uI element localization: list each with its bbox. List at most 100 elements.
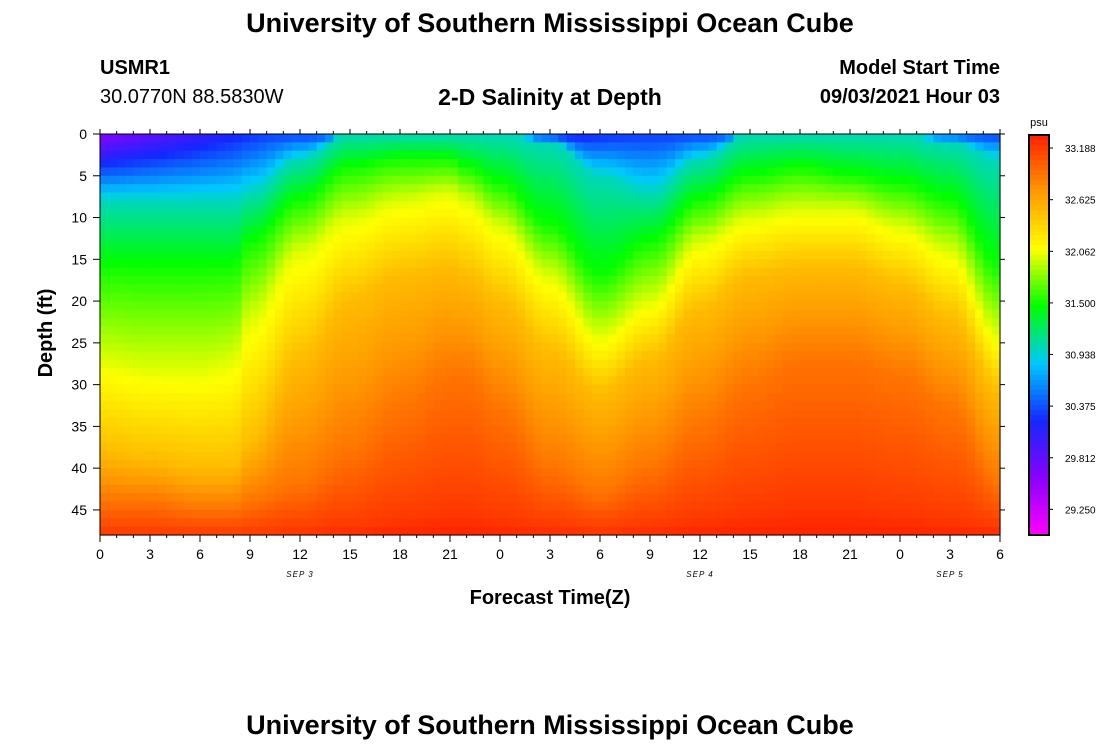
salinity-cell	[791, 259, 801, 269]
salinity-cell	[683, 192, 693, 202]
salinity-cell	[733, 301, 743, 311]
salinity-cell	[308, 351, 318, 361]
salinity-cell	[616, 384, 626, 394]
salinity-cell	[391, 359, 401, 369]
salinity-cell	[891, 342, 901, 352]
salinity-cell	[575, 392, 584, 402]
salinity-cell	[100, 418, 109, 427]
salinity-cell	[816, 150, 826, 160]
salinity-cell	[616, 134, 626, 143]
salinity-cell	[900, 459, 909, 469]
salinity-cell	[725, 192, 734, 202]
salinity-cell	[366, 276, 376, 285]
salinity-cell	[183, 301, 193, 311]
salinity-cell	[183, 317, 193, 327]
salinity-cell	[875, 509, 884, 519]
salinity-cell	[416, 359, 426, 369]
salinity-cell	[533, 225, 543, 235]
salinity-cell	[641, 234, 651, 244]
salinity-cell	[841, 342, 851, 352]
salinity-cell	[633, 292, 643, 302]
salinity-cell	[500, 200, 509, 210]
salinity-cell	[858, 309, 868, 319]
salinity-cell	[133, 351, 143, 361]
salinity-cell	[583, 493, 593, 503]
salinity-cell	[216, 384, 226, 394]
salinity-cell	[633, 301, 643, 311]
salinity-cell	[208, 276, 218, 285]
salinity-cell	[791, 451, 801, 461]
salinity-cell	[633, 142, 643, 152]
salinity-cell	[458, 459, 468, 469]
salinity-cell	[383, 426, 393, 436]
salinity-cell	[866, 292, 876, 302]
salinity-cell	[108, 184, 118, 194]
salinity-cell	[500, 451, 509, 461]
salinity-cell	[450, 409, 459, 419]
salinity-cell	[258, 334, 268, 344]
salinity-cell	[783, 292, 793, 302]
salinity-cell	[908, 292, 918, 302]
salinity-cell	[508, 526, 518, 536]
salinity-cell	[566, 184, 576, 194]
salinity-cell	[616, 459, 626, 469]
salinity-cell	[600, 409, 609, 419]
salinity-cell	[683, 250, 693, 260]
salinity-cell	[533, 493, 543, 503]
salinity-cell	[241, 200, 251, 210]
salinity-cell	[533, 434, 543, 444]
salinity-cell	[225, 250, 234, 260]
salinity-cell	[483, 501, 493, 511]
salinity-cell	[450, 134, 459, 143]
salinity-cell	[858, 409, 868, 419]
salinity-cell	[308, 167, 318, 177]
salinity-cell	[450, 234, 459, 244]
salinity-cell	[666, 384, 676, 394]
salinity-cell	[641, 267, 651, 277]
salinity-cell	[375, 142, 384, 152]
salinity-cell	[100, 209, 109, 219]
salinity-cell	[741, 409, 751, 419]
salinity-cell	[916, 292, 926, 302]
salinity-cell	[458, 526, 468, 536]
salinity-cell	[750, 526, 759, 536]
salinity-cell	[125, 443, 134, 453]
salinity-cell	[933, 192, 943, 202]
salinity-cell	[783, 443, 793, 453]
salinity-cell	[350, 317, 359, 327]
salinity-cell	[300, 342, 309, 352]
salinity-cell	[941, 184, 951, 194]
salinity-cell	[950, 401, 959, 411]
salinity-cell	[233, 342, 243, 352]
salinity-cell	[333, 167, 343, 177]
salinity-cell	[483, 184, 493, 194]
salinity-cell	[133, 326, 143, 336]
salinity-cell	[266, 451, 276, 461]
salinity-cell	[941, 234, 951, 244]
salinity-cell	[375, 401, 384, 411]
salinity-cell	[275, 250, 284, 260]
salinity-cell	[541, 434, 551, 444]
salinity-cell	[766, 184, 776, 194]
salinity-cell	[358, 409, 368, 419]
salinity-cell	[808, 167, 818, 177]
salinity-cell	[316, 509, 326, 519]
salinity-cell	[625, 468, 634, 478]
salinity-cell	[416, 217, 426, 227]
salinity-cell	[633, 175, 643, 185]
salinity-cell	[216, 351, 226, 361]
salinity-cell	[408, 476, 418, 486]
salinity-cell	[825, 518, 834, 528]
salinity-cell	[925, 351, 934, 361]
salinity-cell	[500, 284, 509, 294]
salinity-cell	[366, 384, 376, 394]
salinity-cell	[725, 209, 734, 219]
salinity-cell	[558, 451, 568, 461]
salinity-cell	[391, 443, 401, 453]
salinity-cell	[900, 342, 909, 352]
salinity-cell	[550, 451, 559, 461]
salinity-cell	[258, 284, 268, 294]
salinity-cell	[516, 451, 526, 461]
salinity-cell	[225, 434, 234, 444]
salinity-cell	[666, 267, 676, 277]
